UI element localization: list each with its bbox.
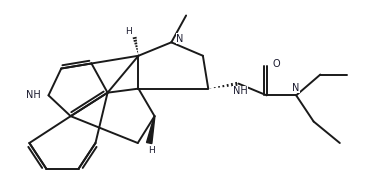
Polygon shape [147, 116, 155, 144]
Text: H: H [125, 27, 132, 36]
Text: NH: NH [233, 86, 248, 96]
Text: N: N [292, 83, 300, 93]
Text: N: N [176, 34, 184, 44]
Text: O: O [273, 59, 280, 69]
Text: NH: NH [26, 90, 41, 100]
Text: H: H [149, 146, 155, 155]
